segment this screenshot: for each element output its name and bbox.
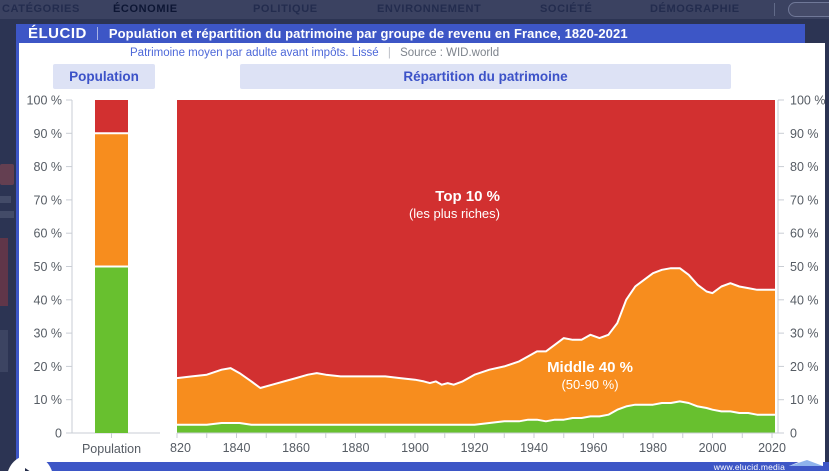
svg-text:40 %: 40 % xyxy=(790,293,819,307)
svg-text:1960: 1960 xyxy=(580,441,608,455)
middle40-annotation: Middle 40 % (50-90 %) xyxy=(480,358,700,393)
background-fragment xyxy=(0,238,8,306)
svg-text:50 %: 50 % xyxy=(34,260,63,274)
background-fragment xyxy=(0,330,8,372)
svg-text:1860: 1860 xyxy=(282,441,310,455)
svg-text:100 %: 100 % xyxy=(790,94,825,108)
middle40-label: Middle 40 % xyxy=(547,359,633,376)
population-bar-chart: 100 % 90 % 80 % 70 % 60 % 50 % 40 % 30 % 20 % 10 … xyxy=(27,94,160,456)
svg-text:80 %: 80 % xyxy=(790,160,819,174)
svg-text:40 %: 40 % xyxy=(34,293,63,307)
footer-bar: www.elucid.media xyxy=(16,462,829,471)
subtitle-separator: | xyxy=(387,47,391,59)
nav-divider xyxy=(774,3,775,16)
top10-annotation: Top 10 % (les plus riches) xyxy=(330,187,500,222)
nav-item-societe[interactable]: SOCIÉTÉ xyxy=(540,3,593,15)
nav-item-economie[interactable]: ÉCONOMIE xyxy=(113,3,178,15)
site-url[interactable]: www.elucid.media xyxy=(713,462,785,471)
svg-text:60 %: 60 % xyxy=(34,227,63,241)
nav-item-categories[interactable]: CATÉGORIES xyxy=(2,3,80,15)
middle40-sublabel: (50-90 %) xyxy=(561,377,619,392)
figure-source: Source : WID.world xyxy=(400,47,500,59)
top10-label: Top 10 % xyxy=(435,188,500,205)
svg-text:100 %: 100 % xyxy=(27,94,62,108)
nav-item-environnement[interactable]: ENVIRONNEMENT xyxy=(377,3,482,15)
elucid-arrow-icon xyxy=(789,452,823,466)
figure-subtitle-row: Patrimoine moyen par adulte avant impôts… xyxy=(130,43,499,64)
nav-item-demographie[interactable]: DÉMOGRAPHIE xyxy=(650,3,740,15)
svg-text:1980: 1980 xyxy=(639,441,667,455)
svg-text:60 %: 60 % xyxy=(790,227,819,241)
title-divider xyxy=(96,27,98,40)
svg-text:1940: 1940 xyxy=(520,441,548,455)
svg-text:0: 0 xyxy=(790,427,797,441)
repartition-header: Répartition du patrimoine xyxy=(240,64,731,89)
svg-text:Population: Population xyxy=(82,442,141,456)
background-fragment xyxy=(0,196,11,203)
svg-text:2020: 2020 xyxy=(758,441,786,455)
svg-text:70 %: 70 % xyxy=(790,193,819,207)
svg-text:10 %: 10 % xyxy=(790,393,819,407)
svg-text:50 %: 50 % xyxy=(790,260,819,274)
svg-text:1900: 1900 xyxy=(401,441,429,455)
site-navbar: CATÉGORIES ÉCONOMIE POLITIQUE ENVIRONNEM… xyxy=(0,0,829,19)
svg-text:30 %: 30 % xyxy=(34,327,63,341)
svg-text:70 %: 70 % xyxy=(34,193,63,207)
play-icon xyxy=(25,468,40,471)
svg-text:10 %: 10 % xyxy=(34,393,63,407)
figure-subtitle: Patrimoine moyen par adulte avant impôts… xyxy=(130,47,379,59)
svg-text:20 %: 20 % xyxy=(34,360,63,374)
background-fragment xyxy=(0,164,14,185)
top10-sublabel: (les plus riches) xyxy=(408,206,500,221)
figure-left-border xyxy=(16,24,19,462)
wealth-area-chart: 1820 1840 1860 1880 1900 1920 1940 1960 1980 2000… xyxy=(170,94,825,456)
svg-text:80 %: 80 % xyxy=(34,160,63,174)
svg-text:90 %: 90 % xyxy=(34,127,63,141)
elucid-logo: ÉLUCID xyxy=(28,25,87,42)
svg-text:30 %: 30 % xyxy=(790,327,819,341)
nav-item-politique[interactable]: POLITIQUE xyxy=(253,3,318,15)
svg-text:1840: 1840 xyxy=(223,441,251,455)
svg-text:1880: 1880 xyxy=(342,441,370,455)
population-header: Population xyxy=(53,64,155,89)
svg-text:1920: 1920 xyxy=(461,441,489,455)
svg-text:90 %: 90 % xyxy=(790,127,819,141)
svg-text:20 %: 20 % xyxy=(790,360,819,374)
svg-text:1820: 1820 xyxy=(170,441,191,455)
svg-text:2000: 2000 xyxy=(699,441,727,455)
background-fragment xyxy=(0,211,14,218)
figure-title: Population et répartition du patrimoine … xyxy=(108,26,628,41)
svg-text:0: 0 xyxy=(55,427,62,441)
figure-title-bar: ÉLUCID Population et répartition du patr… xyxy=(16,24,805,43)
video-play-button[interactable] xyxy=(7,455,53,471)
search-box[interactable] xyxy=(788,2,829,17)
